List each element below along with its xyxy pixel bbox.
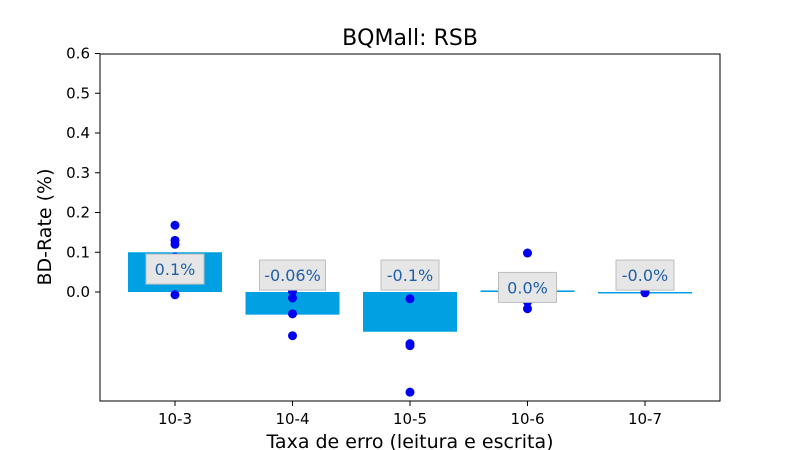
x-ticks-layer: 10-3 10-4 10-5 10-6 10-7 (158, 401, 662, 428)
x-tick-label-10-5: 10-5 (393, 410, 427, 428)
y-tick-label-0.5: 0.5 (66, 84, 90, 102)
y-tick-label-0.2: 0.2 (66, 204, 90, 222)
x-tick-label-10-4: 10-4 (275, 410, 309, 428)
point-10-4-2 (288, 309, 297, 319)
bar-label-10-7: -0.0% (622, 266, 668, 285)
bar-label-box-10-6 (498, 271, 557, 303)
bar-label-box-10-5 (380, 259, 440, 291)
x-axis-label: Taxa de erro (leitura e escrita) (265, 431, 553, 450)
bar-label-10-4: -0.06% (264, 266, 321, 285)
y-tick-label-0.6: 0.6 (66, 45, 90, 63)
point-10-3-4 (170, 290, 180, 300)
bar-10-4 (245, 292, 340, 315)
bar-label-10-3: 0.1% (155, 260, 196, 279)
y-tick-label-0.3: 0.3 (66, 164, 90, 182)
x-tick-label-10-6: 10-6 (510, 410, 544, 428)
chart-title: BQMall: RSB (342, 26, 478, 51)
bar-label-box-10-7 (615, 259, 675, 291)
y-tick-label-0.0: 0.0 (66, 283, 90, 301)
point-10-5-4 (405, 387, 415, 397)
bar-label-10-5: -0.1% (387, 266, 433, 285)
point-10-6-4 (523, 304, 532, 314)
bar-label-box-10-3 (145, 253, 205, 285)
x-tick-label-10-3: 10-3 (158, 410, 192, 428)
point-10-3-0 (170, 220, 180, 230)
y-ticks-layer: 0.6 0.5 0.4 0.3 0.2 0.1 0.0 (66, 45, 100, 301)
point-10-4-3 (288, 331, 297, 341)
y-tick-label-0.1: 0.1 (66, 243, 90, 261)
bar-label-box-10-4 (259, 259, 326, 291)
y-axis-label: BD-Rate (%) (34, 168, 56, 285)
bar-label-10-6: 0.0% (507, 278, 548, 297)
point-10-5-1 (405, 294, 415, 304)
bar-labels-layer: 0.1% -0.06% -0.1% 0.0% -0.0% (145, 253, 675, 303)
point-10-6-0 (523, 248, 532, 258)
point-10-4-1 (288, 293, 297, 303)
y-tick-label-0.4: 0.4 (66, 124, 90, 142)
point-10-5-3 (405, 341, 415, 351)
point-10-3-2 (170, 239, 180, 249)
x-tick-label-10-7: 10-7 (628, 410, 662, 428)
